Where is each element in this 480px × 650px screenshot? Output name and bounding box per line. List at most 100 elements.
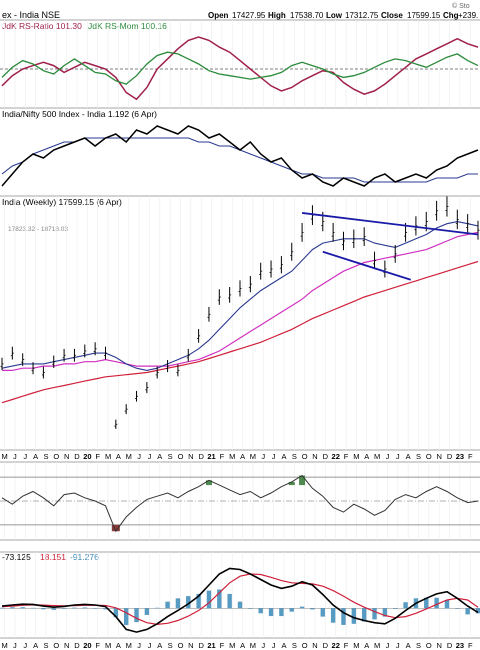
macd-histogram-bar [113,608,119,618]
x-tick-label: F [468,641,473,650]
chg-value: +239. [458,11,478,20]
macd-histogram-bar [72,607,77,609]
x-tick-label: O [302,641,308,650]
x-tick-label: M [1,452,7,461]
x-tick-label: J [23,452,27,461]
x-tick-label: N [64,452,69,461]
x-tick-label: N [312,452,317,461]
x-tick-label: N [436,641,441,650]
source-credit: © Sto [452,2,470,10]
x-tick-label: D [74,641,80,650]
x-tick-label: 20 [83,452,91,461]
macd-histogram-bar [103,608,108,610]
macd-histogram-bar [227,593,232,609]
close-value: 17599.15 [407,11,441,20]
x-tick-label: F [95,641,100,650]
x-tick-label: M [353,641,359,650]
macd-histogram-bar [382,608,388,617]
x-tick-label: O [178,452,184,461]
x-tick-label: D [198,641,204,650]
x-tick-label: J [137,641,141,650]
macd-histogram-bar [155,607,160,609]
x-tick-label: M [126,641,132,650]
x-tick-label: A [364,452,369,461]
price-legend: India (Weekly) 17599.15 (6 Apr) [2,197,122,207]
x-tick-label: A [240,452,245,461]
macd-histogram-bar [206,590,212,609]
x-tick-label: F [344,641,349,650]
x-tick-label: 20 [83,641,91,650]
vertical-gridlines [4,20,471,638]
x-tick-label: A [157,641,162,650]
macd-histogram-bar [279,608,284,617]
x-tick-label: J [148,641,152,650]
x-tick-label: O [53,641,59,650]
ma-mid-line [2,231,479,371]
oscillator-positive-fill [205,480,212,486]
x-tick-label: M [105,641,111,650]
macd-legend: -73.125 18.151 -91.276 [2,552,99,562]
x-tick-label: 22 [332,452,340,461]
oscillator-line [1,474,479,533]
x-tick-label: D [447,641,453,650]
x-tick-label: J [137,452,141,461]
open-label: Open [208,11,229,20]
high-value: 17538.70 [290,11,324,20]
x-tick-label: O [426,641,432,650]
macd-histogram-bar [330,608,336,623]
macd-histogram-bar [30,607,36,609]
x-tick-label: N [64,641,69,650]
x-tick-label: O [53,452,59,461]
ma-long-line [1,260,479,404]
x-tick-label: N [188,641,193,650]
x-tick-label: A [33,452,38,461]
relative-strength-panel [1,125,479,187]
macd-histogram-bar [341,608,346,625]
x-tick-label: S [43,641,48,650]
high-label: High [268,11,286,20]
x-tick-label: J [386,452,390,461]
x-tick-label: D [74,452,80,461]
oscillator-positive-fill [299,475,306,486]
x-tick-label: J [261,641,265,650]
x-tick-label: A [406,641,411,650]
macd-histogram-bar [268,608,274,617]
x-tick-label: J [148,452,152,461]
x-tick-label: D [447,452,453,461]
x-tick-label: S [292,641,297,650]
macd-histogram-bar [258,608,263,614]
trendline-upper [301,212,479,236]
x-tick-label: M [250,452,256,461]
x-tick-label: A [364,641,369,650]
macd-panel [0,567,480,633]
x-tick-label: M [250,641,256,650]
macd-histogram-bar [144,608,150,615]
trendline-lower [322,250,412,281]
x-tick-label: M [1,641,7,650]
x-tick-label: J [23,641,27,650]
macd-histogram-bar [248,608,253,609]
x-tick-label: N [312,641,317,650]
x-tick-label: F [344,452,349,461]
macd-histogram-bar [424,597,429,609]
x-tick-label: 23 [456,452,464,461]
macd-histogram-bar [403,602,408,609]
macd-histogram-bar [351,608,357,624]
macd-histogram-bar [61,608,67,609]
x-tick-label: F [220,452,225,461]
x-tick-label: S [292,452,297,461]
rs-ratio-legend: JdK RS-Ratio 101.30 [2,21,82,31]
x-tick-label: M [374,452,380,461]
x-tick-label: S [416,452,421,461]
macd-legend-hist: -91.276 [70,552,99,562]
macd-line [1,567,479,633]
chg-label: Chg [443,11,459,20]
x-tick-label: N [436,452,441,461]
x-tick-label: M [353,452,359,461]
low-value: 17312.75 [345,11,379,20]
macd-histogram-bar [475,608,480,614]
macd-histogram-bar [0,607,5,609]
x-tick-label: J [396,452,400,461]
x-tick-label: D [323,452,329,461]
